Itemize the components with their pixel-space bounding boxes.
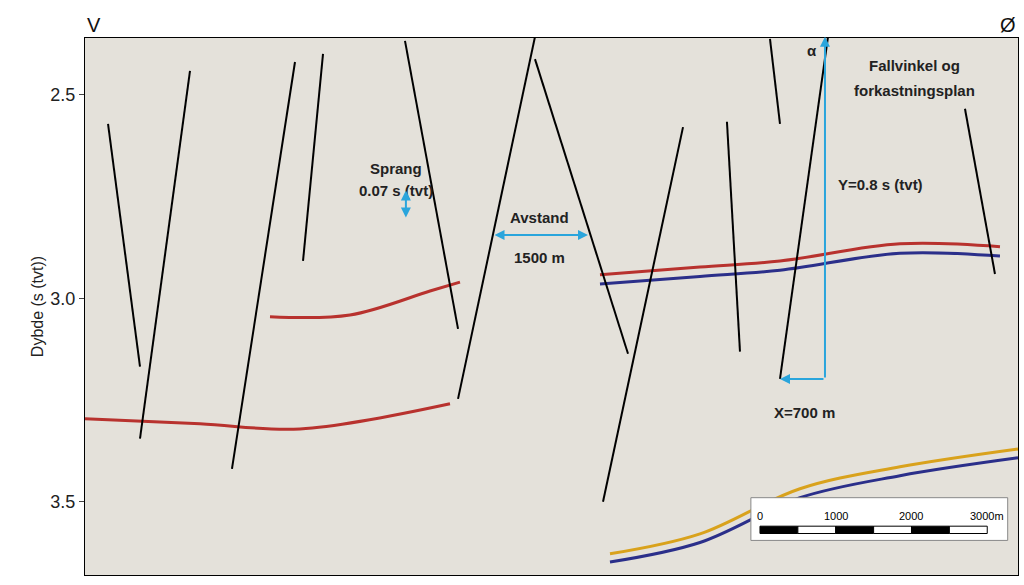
svg-text:Fallvinkel og: Fallvinkel og [869, 57, 960, 74]
svg-text:Dybde (s (tvt)): Dybde (s (tvt)) [29, 256, 46, 357]
svg-text:Sprang: Sprang [370, 160, 422, 177]
svg-text:0: 0 [757, 510, 763, 522]
svg-text:Avstand: Avstand [510, 209, 569, 226]
svg-text:3.5: 3.5 [50, 492, 75, 512]
svg-text:3.0: 3.0 [50, 289, 75, 309]
svg-text:3000m: 3000m [970, 510, 1004, 522]
svg-text:Ø: Ø [1000, 14, 1016, 36]
svg-text:1500 m: 1500 m [514, 249, 565, 266]
svg-text:V: V [87, 14, 101, 36]
svg-text:1000: 1000 [824, 510, 848, 522]
svg-text:0.07 s (tvt): 0.07 s (tvt) [359, 182, 433, 199]
svg-text:2.5: 2.5 [50, 85, 75, 105]
svg-text:2000: 2000 [899, 510, 923, 522]
svg-text:α: α [807, 42, 817, 59]
svg-text:X=700 m: X=700 m [774, 404, 835, 421]
svg-text:forkastningsplan: forkastningsplan [854, 82, 975, 99]
svg-text:Y=0.8 s (tvt): Y=0.8 s (tvt) [838, 176, 923, 193]
